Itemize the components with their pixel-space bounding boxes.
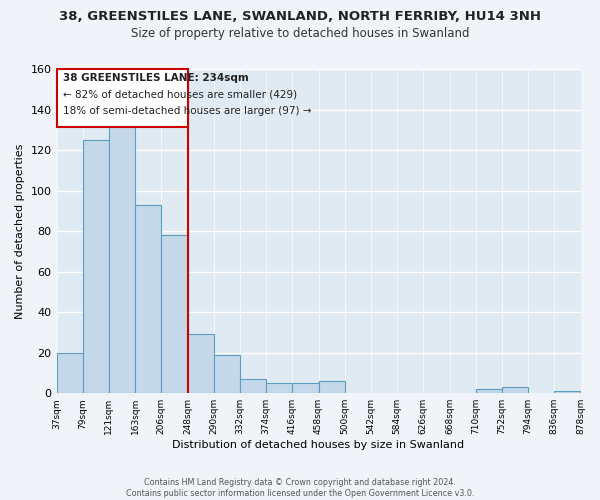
Bar (214, 354, 240, 393)
Bar (135, 205, 161, 393)
Bar (161, 235, 188, 393)
Bar (554, 391, 580, 393)
Bar (56, 352, 83, 393)
Text: 18% of semi-detached houses are larger (97) →: 18% of semi-detached houses are larger (… (62, 106, 311, 116)
X-axis label: Distribution of detached houses by size in Swanland: Distribution of detached houses by size … (172, 440, 464, 450)
Text: 38 GREENSTILES LANE: 234sqm: 38 GREENSTILES LANE: 234sqm (62, 73, 248, 83)
Text: ← 82% of detached houses are smaller (429): ← 82% of detached houses are smaller (42… (62, 90, 296, 100)
Bar (188, 334, 214, 393)
Bar (319, 381, 345, 393)
Text: Size of property relative to detached houses in Swanland: Size of property relative to detached ho… (131, 28, 469, 40)
Y-axis label: Number of detached properties: Number of detached properties (15, 144, 25, 319)
Bar (266, 383, 292, 393)
Bar (83, 140, 109, 393)
Bar (109, 124, 135, 393)
Bar (240, 379, 266, 393)
Bar (502, 387, 528, 393)
Text: Contains HM Land Registry data © Crown copyright and database right 2024.
Contai: Contains HM Land Registry data © Crown c… (126, 478, 474, 498)
Text: 38, GREENSTILES LANE, SWANLAND, NORTH FERRIBY, HU14 3NH: 38, GREENSTILES LANE, SWANLAND, NORTH FE… (59, 10, 541, 23)
Bar (476, 389, 502, 393)
Bar (292, 383, 319, 393)
